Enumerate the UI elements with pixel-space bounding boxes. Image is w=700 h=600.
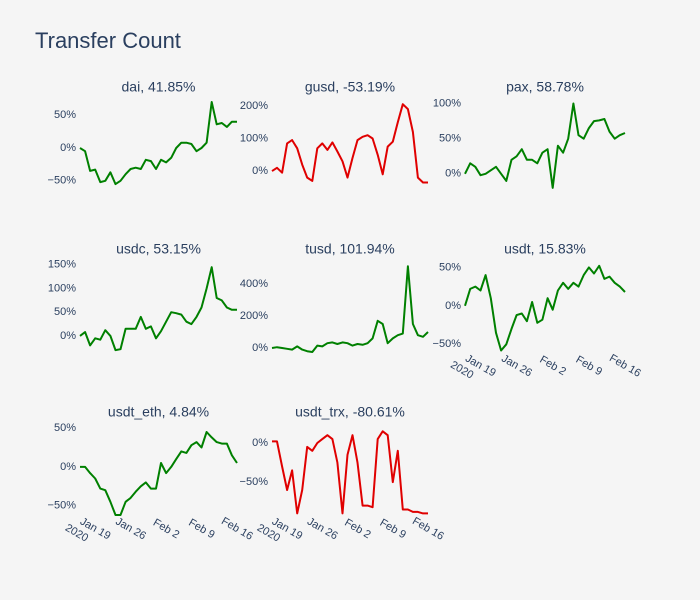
chart-title: Transfer Count — [35, 28, 181, 53]
y-tick-label: 50% — [54, 306, 76, 318]
line — [271, 103, 428, 184]
panel-title: usdc, 53.15% — [116, 241, 201, 257]
panel-title: usdt_trx, -80.61% — [295, 404, 405, 420]
y-tick-label: 0% — [60, 142, 76, 154]
y-tick-label: 50% — [439, 261, 461, 273]
y-tick-label: 200% — [240, 310, 268, 322]
panel-title: gusd, -53.19% — [305, 79, 395, 95]
y-tick-label: 0% — [252, 165, 268, 177]
y-tick-label: 0% — [60, 461, 76, 473]
line — [79, 266, 237, 352]
y-tick-label: −50% — [240, 476, 269, 488]
y-tick-label: 0% — [252, 342, 268, 354]
y-tick-label: 100% — [240, 132, 268, 144]
y-tick-label: 200% — [240, 100, 268, 112]
panel-title: usdt, 15.83% — [504, 241, 586, 257]
y-tick-label: 0% — [445, 300, 461, 312]
line — [272, 430, 428, 515]
panel-title: usdt_eth, 4.84% — [108, 404, 209, 420]
line — [464, 102, 626, 189]
y-tick-label: 50% — [54, 422, 76, 434]
y-tick-label: −50% — [48, 175, 77, 187]
panel-title: tusd, 101.94% — [305, 241, 395, 257]
y-tick-label: 100% — [48, 282, 76, 294]
y-tick-label: 0% — [252, 437, 268, 449]
panel-title: pax, 58.78% — [506, 79, 584, 95]
line — [79, 101, 237, 186]
y-tick-label: 50% — [439, 133, 461, 145]
y-tick-label: 150% — [48, 259, 76, 271]
line — [80, 431, 238, 516]
y-tick-label: −50% — [433, 338, 462, 350]
y-tick-label: 100% — [433, 97, 461, 109]
y-tick-label: −50% — [48, 500, 77, 512]
panel-title: dai, 41.85% — [122, 79, 196, 95]
y-tick-label: 50% — [54, 109, 76, 121]
y-tick-label: 400% — [240, 278, 268, 290]
line — [464, 264, 626, 352]
y-tick-label: 0% — [445, 168, 461, 180]
y-tick-label: 0% — [60, 330, 76, 342]
line — [271, 265, 429, 353]
